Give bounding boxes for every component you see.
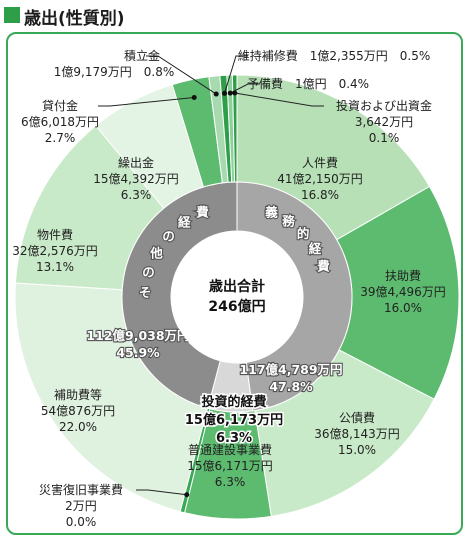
chart-header: 歳出(性質別)	[0, 0, 470, 30]
outer-label-name-1: 扶助費	[385, 268, 421, 283]
inner-label-char-0-1: 務	[282, 214, 295, 229]
chart-panel: 人件費 41億2,150万円 16.8% 扶助費 39億4,496万円 16.0% 公債費 3…	[6, 32, 463, 535]
leader-dot-8	[191, 95, 197, 101]
outer-label-name-0: 人件費	[302, 155, 338, 170]
leader-dot-4	[184, 492, 190, 498]
outer-label-11: 予備費 1億円 0.4%	[247, 76, 369, 91]
inner-label-pct-2: 45.9%	[116, 345, 160, 360]
leader-lines	[98, 55, 324, 498]
leader-line-8	[98, 97, 195, 107]
inner-label-char-2-4: 経	[178, 215, 191, 230]
leader-line-4	[136, 489, 187, 496]
outer-ring	[14, 74, 460, 520]
inner-label-char-2-2: 他	[149, 245, 163, 260]
outer-label-pct-8: 2.7%	[45, 131, 76, 145]
outer-label-name-12: 投資および出資金	[336, 98, 432, 113]
leader-line-10	[223, 55, 248, 94]
outer-label-amount-0: 41億2,150万円	[277, 172, 363, 186]
leader-line-9	[146, 55, 217, 95]
center-value: 246億円	[208, 298, 265, 315]
header-square-icon	[4, 7, 20, 23]
outer-label-name-9: 積立金	[124, 48, 160, 63]
chart-title: 歳出(性質別)	[24, 9, 125, 29]
outer-label-amount-3: 15億6,171万円	[187, 459, 273, 473]
inner-label-char-0-2: 的	[297, 226, 310, 241]
outer-label-name-3: 普通建設事業費	[188, 442, 272, 457]
inner-label-char-2-0: そ	[139, 285, 152, 300]
inner-label-name-1: 投資的経費	[201, 394, 266, 410]
inner-label-char-0-0: 義	[265, 205, 278, 220]
outer-label-amount-5: 54億876万円	[41, 404, 115, 418]
inner-label-char-2-1: の	[142, 265, 155, 280]
outer-label-pct-3: 6.3%	[215, 475, 246, 489]
leader-dot-9	[213, 91, 219, 97]
inner-label-char-2-3: の	[162, 228, 175, 243]
inner-label-pct-1: 6.3%	[216, 431, 252, 446]
outer-label-amount-7: 15億4,392万円	[93, 172, 179, 186]
leader-dot-12	[232, 90, 238, 96]
inner-label-amount-2: 112億9,038万円	[86, 328, 189, 343]
outer-label-name-5: 補助費等	[54, 387, 102, 402]
outer-label-value-9: 1億9,179万円 0.8%	[54, 65, 174, 79]
inner-label-amount-1: 15億6,173万円	[185, 412, 283, 428]
outer-label-pct-0: 16.8%	[301, 188, 339, 202]
outer-label-amount-8: 6億6,018万円	[21, 115, 99, 129]
donut-chart: 人件費 41億2,150万円 16.8% 扶助費 39億4,496万円 16.0% 公債費 3…	[12, 48, 460, 529]
slice-labels: 人件費 41億2,150万円 16.8% 扶助費 39億4,496万円 16.0% 公債費 3…	[12, 48, 446, 529]
outer-label-name-8: 貸付金	[42, 98, 78, 113]
outer-label-pct-1: 16.0%	[384, 301, 422, 315]
outer-label-name-7: 繰出金	[118, 155, 154, 170]
outer-label-pct-7: 6.3%	[121, 188, 152, 202]
outer-label-amount-6: 32億2,576万円	[12, 244, 98, 258]
inner-label-amount-0: 117億4,789万円	[239, 362, 342, 377]
donut-hole	[171, 231, 303, 363]
outer-label-amount-12: 3,642万円	[355, 115, 413, 129]
inner-label-char-2-5: 費	[196, 205, 209, 220]
leader-dot-10	[221, 90, 227, 96]
outer-label-amount-4: 2万円	[65, 499, 97, 513]
center-label: 歳出合計	[209, 278, 265, 295]
outer-label-amount-2: 36億8,143万円	[314, 427, 400, 441]
outer-label-pct-2: 15.0%	[338, 443, 376, 457]
inner-label-char-0-3: 経	[309, 241, 322, 256]
outer-label-pct-6: 13.1%	[36, 260, 74, 274]
outer-label-pct-5: 22.0%	[59, 420, 97, 434]
leader-line-11	[229, 83, 260, 94]
outer-label-10: 維持補修費 1億2,355万円 0.5%	[238, 48, 430, 63]
outer-label-name-6: 物件費	[37, 227, 73, 242]
leader-line-12	[234, 92, 324, 107]
outer-label-name-4: 災害復旧事業費	[39, 482, 123, 497]
outer-label-pct-4: 0.0%	[66, 515, 97, 529]
outer-label-pct-12: 0.1%	[369, 131, 400, 145]
leader-dot-11	[227, 90, 233, 96]
outer-label-amount-1: 39億4,496万円	[360, 285, 446, 299]
inner-label-pct-0: 47.8%	[269, 379, 313, 394]
inner-label-char-0-4: 費	[317, 259, 330, 274]
outer-label-name-2: 公債費	[339, 410, 375, 425]
